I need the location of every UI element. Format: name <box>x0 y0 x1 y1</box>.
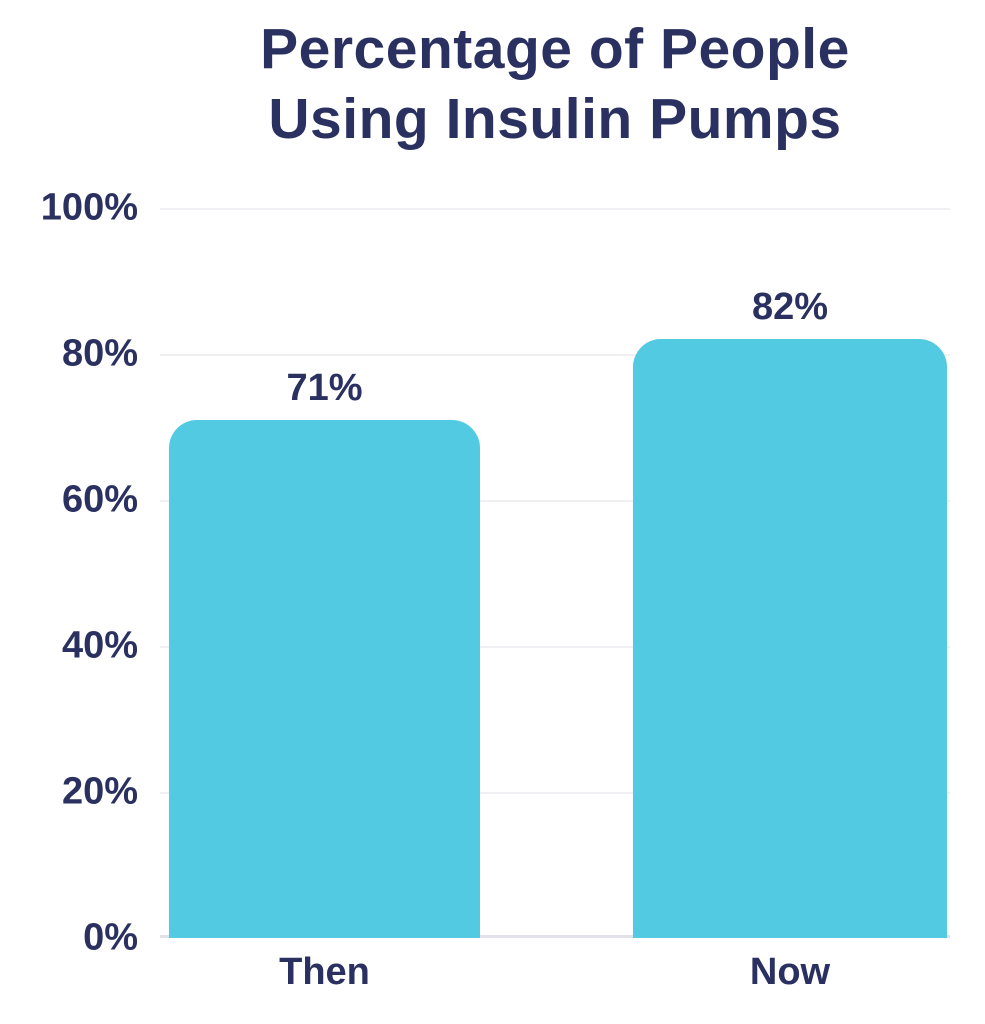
gridline-40 <box>160 646 950 648</box>
y-tick-80: 80% <box>61 332 138 375</box>
bar-now <box>633 339 947 938</box>
gridline-80 <box>160 354 950 356</box>
chart-title-line-2: Using Insulin Pumps <box>268 87 842 151</box>
x-axis-baseline <box>160 935 950 938</box>
gridline-20 <box>160 792 950 794</box>
bar-value-label-then: 71% <box>286 366 363 409</box>
chart-title: Percentage of People Using Insulin Pumps <box>125 14 985 154</box>
bar-group-now: 82% <box>633 208 947 938</box>
y-tick-60: 60% <box>61 478 138 521</box>
gridline-100 <box>160 208 950 210</box>
y-axis: 100% 80% 60% 40% 20% 0% <box>0 0 138 1024</box>
x-label-now: Now <box>749 951 831 993</box>
chart-title-line-1: Percentage of People <box>260 17 850 81</box>
bar-value-label-now: 82% <box>751 286 829 329</box>
y-tick-20: 20% <box>61 770 138 813</box>
gridline-60 <box>160 500 950 502</box>
y-tick-40: 40% <box>61 624 138 667</box>
bar-group-then: 71% <box>169 208 480 938</box>
bar-then <box>169 419 480 938</box>
x-axis: Then Now <box>160 946 950 998</box>
plot-area: 71% 82% <box>160 208 950 938</box>
x-label-then: Then <box>279 951 370 993</box>
y-tick-0: 0% <box>83 916 138 959</box>
y-tick-100: 100% <box>40 186 138 229</box>
